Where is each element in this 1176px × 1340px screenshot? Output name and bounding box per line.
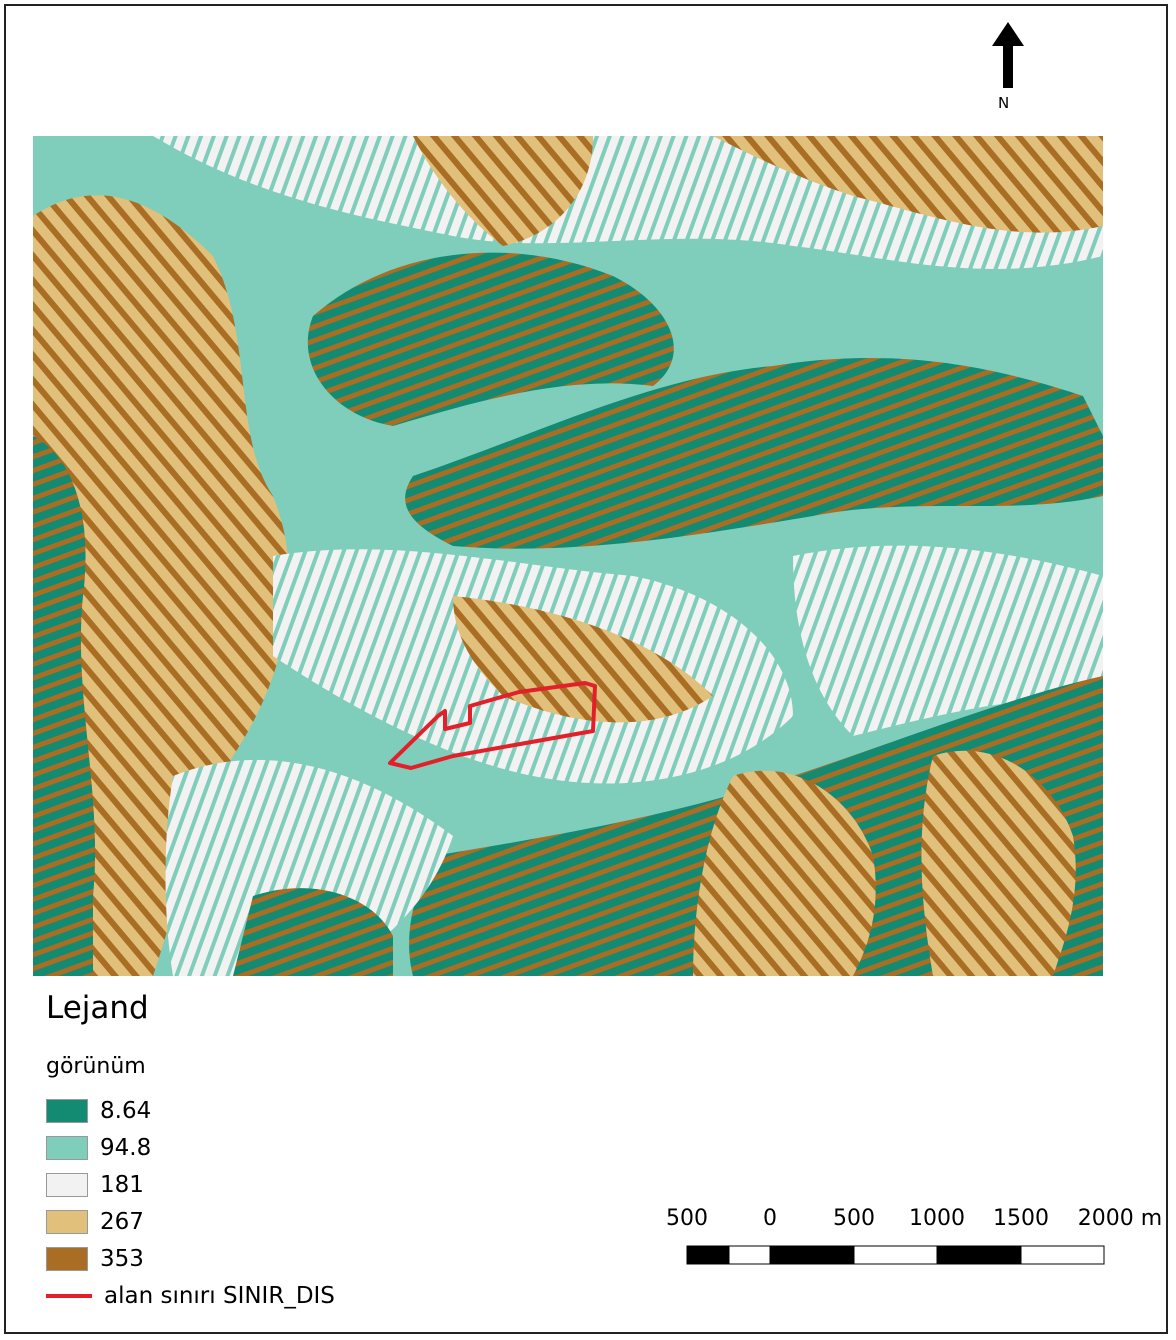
legend-item: 94.8 <box>46 1134 151 1162</box>
legend-item: 353 <box>46 1245 144 1273</box>
legend-item-label: alan sınırı SINIR_DIS <box>104 1283 335 1309</box>
legend-swatch <box>46 1173 88 1197</box>
legend-item-label: 94.8 <box>100 1135 152 1161</box>
scale-bar: 500 0 500 1000 1500 2000 m <box>660 1200 1170 1280</box>
scale-label: 1000 <box>909 1206 965 1231</box>
legend-item-label: 8.64 <box>100 1098 152 1124</box>
legend-title: Lejand <box>46 990 149 1026</box>
legend-item-boundary: alan sınırı SINIR_DIS <box>46 1282 335 1310</box>
scale-bar-segments <box>686 1245 1105 1265</box>
scale-label: 2000 m <box>1077 1206 1163 1231</box>
legend-swatch <box>46 1210 88 1234</box>
legend-item-label: 181 <box>100 1172 144 1198</box>
legend-item: 267 <box>46 1208 144 1236</box>
north-label: N <box>998 94 1010 112</box>
north-arrow-icon <box>992 22 1024 88</box>
legend-swatch <box>46 1136 88 1160</box>
scale-label: 1500 <box>993 1206 1049 1231</box>
scale-label: 0 <box>763 1206 777 1231</box>
aspect-map <box>33 136 1103 976</box>
scale-label: 500 <box>666 1206 708 1231</box>
legend-swatch <box>46 1247 88 1271</box>
legend-swatch <box>46 1099 88 1123</box>
legend-item-label: 267 <box>100 1209 144 1235</box>
legend-group-label: görünüm <box>46 1054 146 1079</box>
legend-item-label: 353 <box>100 1246 144 1272</box>
boundary-line-swatch <box>46 1294 92 1298</box>
boundary-polygon <box>388 681 597 770</box>
scale-label: 500 <box>833 1206 875 1231</box>
legend-item: 181 <box>46 1171 144 1199</box>
legend-item: 8.64 <box>46 1097 151 1125</box>
